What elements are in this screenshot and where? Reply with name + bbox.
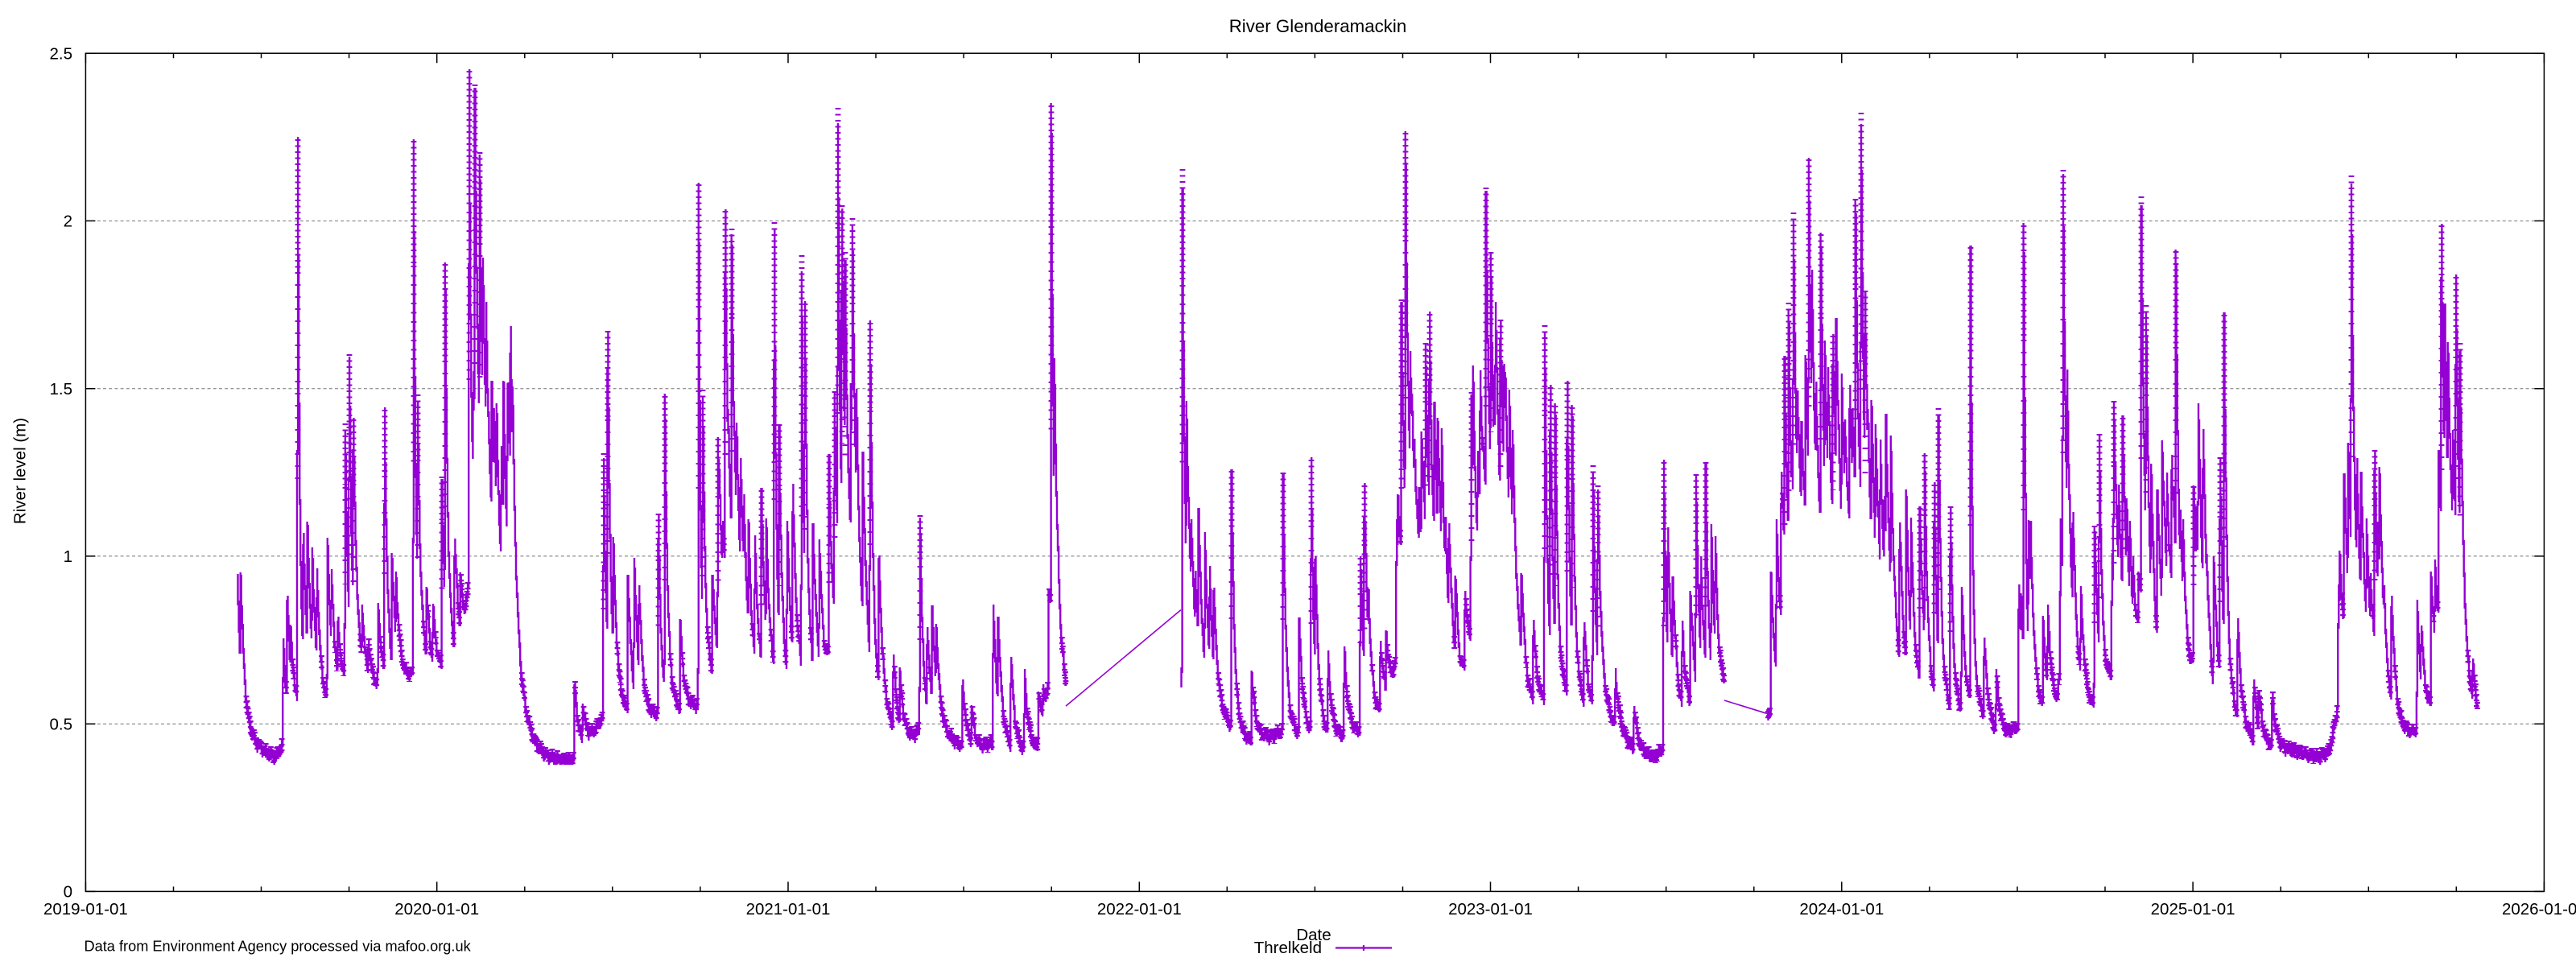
svg-text:2020-01-01: 2020-01-01 (394, 900, 479, 919)
svg-text:2.5: 2.5 (50, 45, 73, 64)
svg-text:2023-01-01: 2023-01-01 (1448, 900, 1533, 919)
svg-text:Date: Date (1296, 926, 1331, 944)
svg-text:River level (m): River level (m) (11, 418, 30, 524)
svg-text:1: 1 (64, 547, 72, 566)
svg-text:Data from Environment Agency p: Data from Environment Agency processed v… (85, 939, 472, 955)
svg-text:2: 2 (64, 213, 72, 231)
svg-text:0: 0 (64, 883, 72, 902)
svg-text:2026-01-01: 2026-01-01 (2502, 900, 2576, 919)
svg-text:2022-01-01: 2022-01-01 (1097, 900, 1182, 919)
svg-text:0.5: 0.5 (50, 716, 73, 734)
svg-text:Threlkeld: Threlkeld (1254, 939, 1322, 957)
svg-text:2024-01-01: 2024-01-01 (1799, 900, 1884, 919)
svg-text:River Glenderamackin: River Glenderamackin (1229, 16, 1407, 36)
svg-text:2019-01-01: 2019-01-01 (43, 900, 128, 919)
svg-text:2025-01-01: 2025-01-01 (2151, 900, 2235, 919)
svg-text:1.5: 1.5 (50, 380, 73, 398)
svg-text:2021-01-01: 2021-01-01 (746, 900, 831, 919)
